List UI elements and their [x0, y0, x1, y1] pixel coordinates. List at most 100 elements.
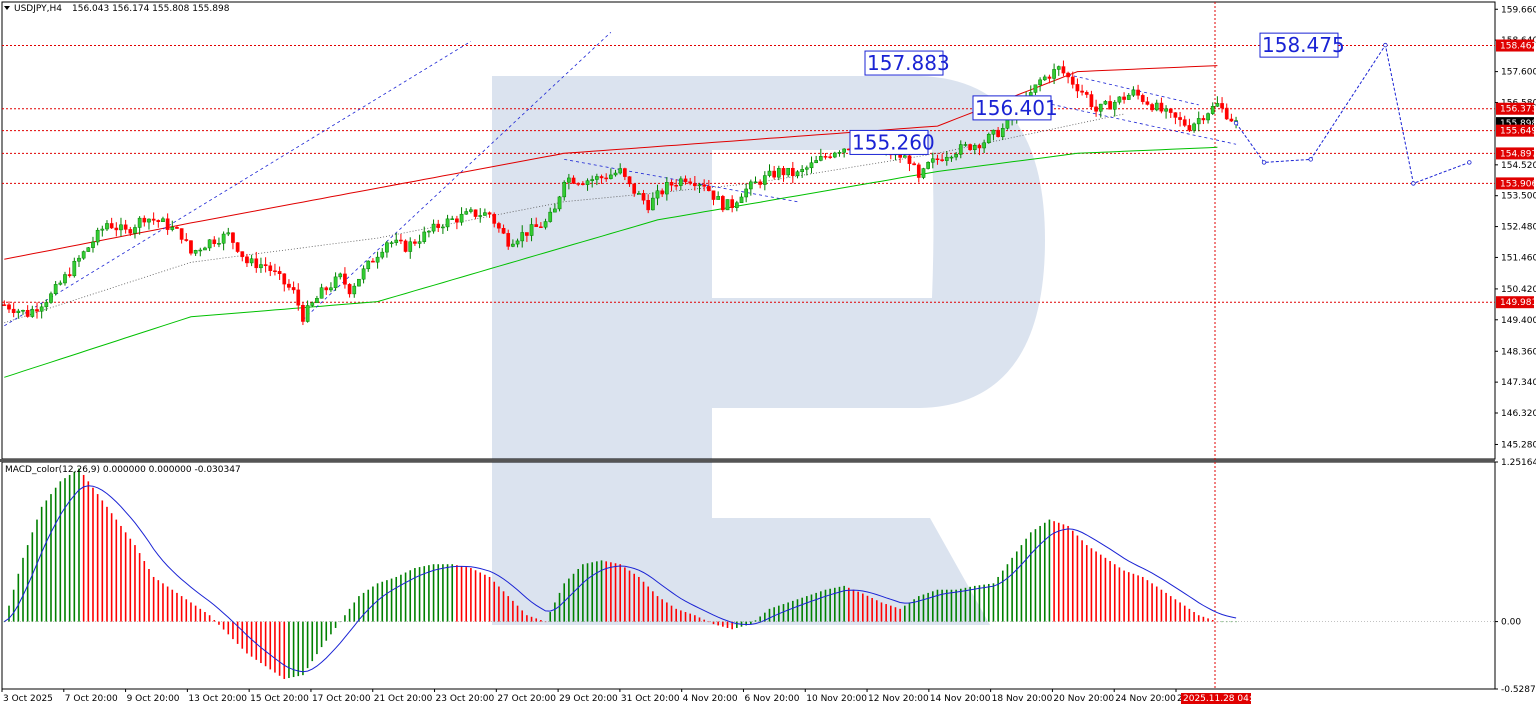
macd-bar: [1183, 605, 1186, 622]
macd-bar: [899, 608, 901, 622]
candle-body: [585, 180, 590, 185]
macd-bar: [1043, 522, 1046, 622]
candle-body: [641, 193, 646, 201]
level-price-label: 158.462: [1500, 42, 1536, 52]
candle-body: [189, 240, 193, 254]
forecast-node: [1308, 157, 1313, 162]
macd-bar: [624, 567, 626, 622]
y-tick-label: 150.420: [1501, 285, 1536, 295]
candle-body: [1131, 89, 1136, 96]
candle-body: [1201, 118, 1206, 121]
macd-bar: [964, 587, 967, 622]
candle-body: [832, 152, 837, 158]
macd-bar: [255, 621, 258, 660]
candle-body: [725, 199, 730, 211]
candle-body: [137, 217, 142, 228]
candle-body: [972, 145, 977, 150]
forecast-node: [1261, 160, 1267, 165]
level-price-box: [1496, 177, 1534, 190]
candle-body: [478, 215, 483, 217]
candle-body: [441, 226, 445, 229]
header-info: USDJPY,H4 156.043 156.174 155.808 155.89…: [4, 4, 241, 475]
candle-body: [818, 156, 823, 161]
macd-bar: [45, 500, 48, 622]
macd-bar: [903, 605, 906, 622]
candle-body: [497, 223, 501, 229]
macd-bar: [381, 581, 384, 622]
y-tick-label: 154.520: [1501, 161, 1536, 171]
macd-y-tick-label: 1.251642: [1501, 458, 1536, 468]
candle-body: [837, 152, 842, 154]
macd-bar: [194, 605, 197, 622]
macd-bar: [820, 591, 822, 622]
candle-body: [44, 302, 49, 308]
macd-bar: [386, 580, 388, 622]
candle-body: [235, 242, 240, 252]
candle-body: [762, 175, 767, 185]
candle-body: [301, 304, 305, 322]
candle-body: [1182, 119, 1187, 126]
candle-body: [632, 183, 637, 194]
macd-bar: [330, 621, 332, 635]
candle-body: [842, 148, 846, 153]
candle-body: [1145, 101, 1150, 105]
candle-body: [282, 273, 287, 285]
macd-bar: [40, 506, 43, 622]
macd-bar: [558, 592, 561, 622]
macd-bar: [656, 596, 659, 622]
candle-body: [702, 184, 707, 187]
candle-body: [828, 156, 832, 158]
candle-body: [1056, 66, 1061, 70]
macd-bar: [1025, 538, 1027, 622]
candle-body: [333, 276, 338, 289]
macd-bar: [549, 612, 552, 622]
candle-body: [669, 182, 674, 186]
candle-body: [338, 273, 343, 278]
candle-body: [366, 260, 371, 270]
x-tick-label: 17 Oct 20:00: [312, 694, 371, 704]
candle-body: [72, 260, 77, 277]
y-tick-label: 148.360: [1501, 347, 1536, 357]
macd-bar: [680, 610, 682, 622]
macd-bar: [227, 621, 230, 635]
trend-line: [1040, 101, 1237, 145]
macd-bar: [320, 621, 323, 648]
macd-bar: [647, 586, 649, 622]
candle-body: [1206, 113, 1210, 121]
candle-body: [198, 249, 203, 252]
macd-bar: [218, 621, 220, 625]
candle-body: [1089, 94, 1094, 108]
macd-bar: [955, 589, 957, 622]
candle-body: [804, 167, 809, 170]
macd-bar: [269, 621, 272, 670]
macd-bar: [605, 561, 607, 622]
annotation-box: [849, 129, 929, 155]
macd-bar: [591, 562, 594, 622]
macd-bar: [726, 621, 729, 628]
symbol-dropdown-icon[interactable]: [4, 6, 10, 10]
macd-bar: [885, 604, 887, 622]
macd-bar: [50, 494, 52, 622]
macd-bar: [1104, 557, 1107, 622]
candle-body: [95, 229, 100, 243]
macd-histogram: [2, 468, 1495, 679]
candle-body: [609, 174, 613, 179]
candle-body: [329, 287, 333, 291]
macd-bar: [936, 589, 939, 622]
macd-bar: [731, 621, 733, 630]
macd-bar: [1127, 572, 1130, 622]
candle-body: [352, 285, 357, 295]
macd-bar: [278, 621, 281, 676]
candle-body: [417, 241, 422, 244]
candle-body: [604, 177, 609, 180]
macd-bar: [871, 598, 873, 622]
candle-body: [809, 162, 814, 169]
macd-bar: [684, 612, 687, 622]
macd-bar: [479, 572, 482, 622]
candle-body: [595, 176, 599, 180]
macd-bar: [1011, 557, 1013, 622]
candle-body: [907, 155, 912, 164]
macd-bar: [456, 565, 458, 622]
macd-bar: [199, 608, 202, 622]
